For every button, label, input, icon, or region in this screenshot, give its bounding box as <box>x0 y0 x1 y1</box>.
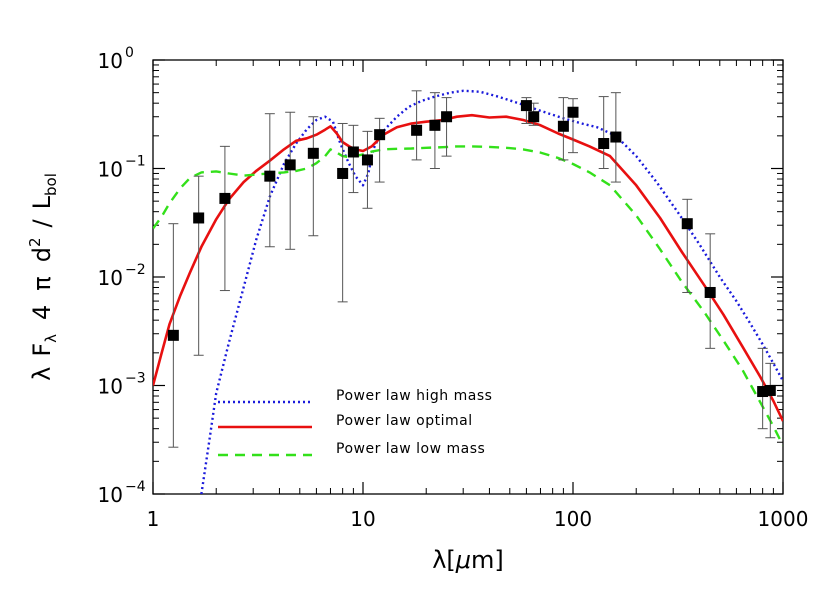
x-axis-label-mu: μ <box>455 546 471 574</box>
legend-label-1: Power law optimal <box>336 413 473 429</box>
data-point <box>441 111 453 123</box>
data-markers <box>167 100 776 398</box>
y-tick-label-base: 10 <box>98 483 123 507</box>
y-tick-label-base: 10 <box>98 266 123 290</box>
y-label-F-sub: λ <box>42 334 60 343</box>
y-tick-label-base: 10 <box>98 158 123 182</box>
x-tick-label: 1 <box>147 507 160 531</box>
y-label-pi: π <box>28 276 56 290</box>
data-point <box>429 119 441 131</box>
x-tick-label: 100 <box>554 507 592 531</box>
x-axis-label: λ[μm] <box>432 546 504 574</box>
data-point <box>337 167 349 179</box>
major-ticks <box>152 59 784 495</box>
data-point <box>757 386 769 398</box>
data-point <box>764 384 776 396</box>
data-point <box>347 146 359 158</box>
data-point <box>411 124 423 136</box>
data-point <box>264 170 276 182</box>
y-label-lambda: λ <box>28 367 56 381</box>
x-tick-labels: 1 10 100 1000 <box>147 507 809 531</box>
x-axis-label-pre: λ[ <box>432 546 456 574</box>
y-tick-label-exp: 0 <box>125 45 134 61</box>
y-tick-label: 10 <box>98 158 123 182</box>
legend: Power law high mass Power law optimal Powe… <box>218 388 492 457</box>
y-tick-label-exp: −1 <box>125 154 146 170</box>
data-point <box>193 212 205 224</box>
data-point <box>361 154 373 166</box>
y-axis-label: λFλ 4 πd2 / Lbol <box>26 173 60 381</box>
data-point <box>520 100 532 112</box>
y-label-F: F <box>28 343 56 357</box>
data-point <box>374 129 386 141</box>
data-point <box>528 111 540 123</box>
legend-label-0: Power law high mass <box>336 388 492 404</box>
y-tick-label-base: 10 <box>98 49 123 73</box>
data-point <box>567 106 579 118</box>
data-point <box>598 137 610 149</box>
y-tick-label-exp: −3 <box>125 371 146 387</box>
data-point <box>704 286 716 298</box>
y-tick-label-base: 10 <box>98 375 123 399</box>
legend-label-2: Power law low mass <box>336 441 485 457</box>
data-point <box>681 218 693 230</box>
y-tick-label-exp: −4 <box>125 479 146 495</box>
x-axis-label-post: m] <box>471 546 504 574</box>
y-tick-label: 10 <box>98 49 123 73</box>
y-label-L-sub: bol <box>42 173 60 196</box>
y-label-L: L <box>28 195 56 209</box>
data-point <box>219 192 231 204</box>
y-label-slash: / <box>28 218 56 227</box>
y-tick-label: 10 <box>98 266 123 290</box>
data-point <box>610 131 622 143</box>
data-point <box>557 120 569 132</box>
y-tick-label-exp: −2 <box>125 262 146 278</box>
y-tick-label: 10 <box>98 375 123 399</box>
y-tick-label: 10 <box>98 483 123 507</box>
data-point <box>284 159 296 171</box>
y-label-d-sup: 2 <box>26 237 44 247</box>
data-point <box>307 147 319 159</box>
series-line-0 <box>200 89 783 494</box>
y-label-four: 4 <box>28 305 56 320</box>
x-tick-label: 1000 <box>758 507 809 531</box>
data-point <box>167 329 179 341</box>
x-tick-label: 10 <box>350 507 375 531</box>
y-label-d: d <box>28 247 56 262</box>
